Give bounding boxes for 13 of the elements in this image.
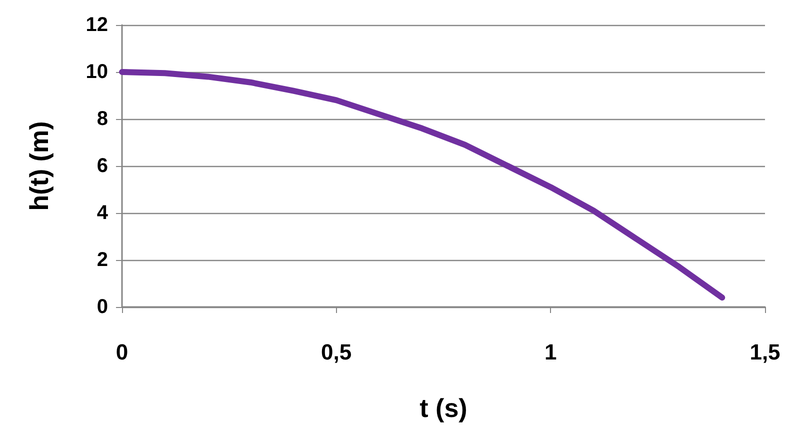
y-axis-title: h(t) (m) [24,121,54,211]
y-tick-label: 2 [96,249,108,271]
x-tick-label: 0,5 [321,340,352,364]
y-tick-label: 6 [96,155,108,177]
y-tick-label: 8 [96,108,108,130]
y-tick-label: 0 [96,296,108,318]
x-axis-title: t (s) [420,393,468,423]
x-tick-label: 1 [544,340,557,364]
y-tick-label: 12 [86,14,108,36]
x-tick-label: 0 [116,340,128,364]
y-tick-label: 10 [86,61,108,83]
x-tick-label: 1,5 [750,340,780,364]
y-tick-label: 4 [96,202,109,224]
